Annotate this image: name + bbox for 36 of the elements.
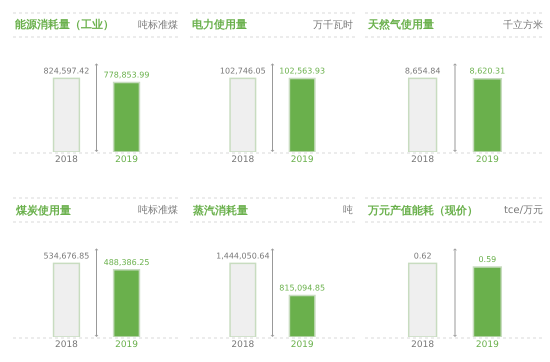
data-label: 1,444,050.64 bbox=[216, 251, 270, 260]
x-tick-label: 2019 bbox=[115, 155, 138, 165]
chart-subtitle: tce/万元 bbox=[504, 205, 543, 216]
x-tick-label: 2019 bbox=[290, 155, 314, 165]
chart-title: 万元产值能耗（现价） bbox=[367, 204, 478, 217]
data-label: 8,654.84 bbox=[404, 66, 440, 76]
data-label: 0.59 bbox=[478, 254, 496, 264]
chart-title: 能源消耗量（工业） bbox=[15, 18, 114, 31]
x-tick-label: 2019 bbox=[476, 340, 500, 350]
data-label: 102,563.93 bbox=[279, 66, 326, 76]
x-tick-label: 2018 bbox=[231, 340, 255, 350]
chart-subtitle: 万千瓦时 bbox=[313, 19, 353, 31]
chart-title: 蒸汽消耗量 bbox=[192, 204, 248, 217]
chart-subtitle: 吨标准煤 bbox=[138, 19, 178, 31]
data-label: 102,746.05 bbox=[220, 66, 266, 76]
data-label: 778,853.99 bbox=[104, 70, 150, 80]
data-label: 0.62 bbox=[414, 251, 432, 260]
chart-subtitle: 吨 bbox=[343, 204, 353, 216]
chart-title: 天然气使用量 bbox=[367, 18, 434, 31]
chart-title: 电力使用量 bbox=[192, 18, 247, 31]
data-label: 815,094.85 bbox=[279, 283, 326, 292]
chart-subtitle: 千立方米 bbox=[503, 19, 543, 31]
x-tick-label: 2019 bbox=[115, 340, 138, 350]
x-tick-label: 2018 bbox=[231, 155, 255, 165]
data-label: 488,386.25 bbox=[104, 258, 150, 267]
x-tick-label: 2019 bbox=[290, 340, 314, 350]
x-tick-label: 2018 bbox=[411, 340, 434, 350]
x-tick-label: 2018 bbox=[411, 155, 434, 165]
x-tick-label: 2018 bbox=[55, 155, 78, 165]
data-label: 534,676.85 bbox=[44, 251, 90, 260]
x-tick-label: 2018 bbox=[55, 340, 78, 350]
chart-subtitle: 吨标准煤 bbox=[138, 204, 178, 216]
x-tick-label: 2019 bbox=[476, 155, 500, 165]
chart-title: 煤炭使用量 bbox=[15, 204, 71, 217]
data-label: 824,597.42 bbox=[44, 66, 90, 76]
data-label: 8,620.31 bbox=[470, 66, 506, 76]
